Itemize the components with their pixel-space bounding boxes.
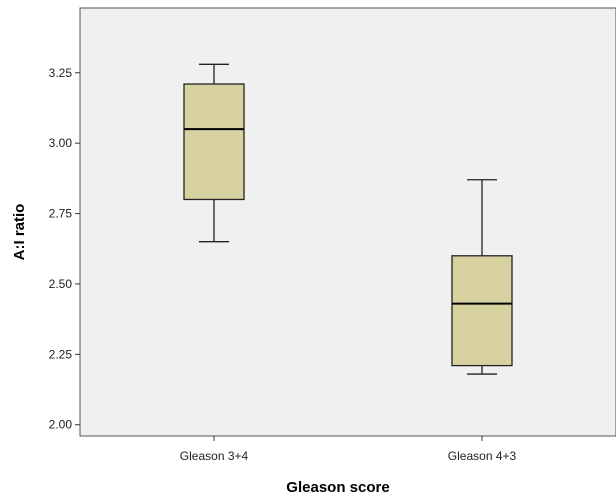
- y-tick-label: 2.75: [49, 207, 73, 221]
- y-tick-label: 2.50: [49, 277, 73, 291]
- x-tick-label: Gleason 3+4: [180, 449, 249, 463]
- plot-area: [79, 7, 616, 437]
- box-1: [183, 63, 245, 243]
- box-series: [183, 63, 513, 375]
- y-tick-label: 3.00: [49, 136, 73, 150]
- box-2: [451, 179, 513, 375]
- y-tick-label: 2.00: [49, 418, 73, 432]
- x-axis-ticks: Gleason 3+4 Gleason 4+3: [180, 436, 517, 463]
- y-tick-label: 2.25: [49, 347, 73, 361]
- interquartile-box: [451, 255, 513, 367]
- x-tick-label: Gleason 4+3: [448, 449, 517, 463]
- y-axis-ticks: 2.00 2.25 2.50 2.75 3.00 3.25: [49, 66, 80, 432]
- interquartile-box: [183, 83, 245, 201]
- y-tick-label: 3.25: [49, 66, 73, 80]
- x-axis-title: Gleason score: [286, 479, 389, 496]
- y-axis-title: A:I ratio: [11, 204, 28, 261]
